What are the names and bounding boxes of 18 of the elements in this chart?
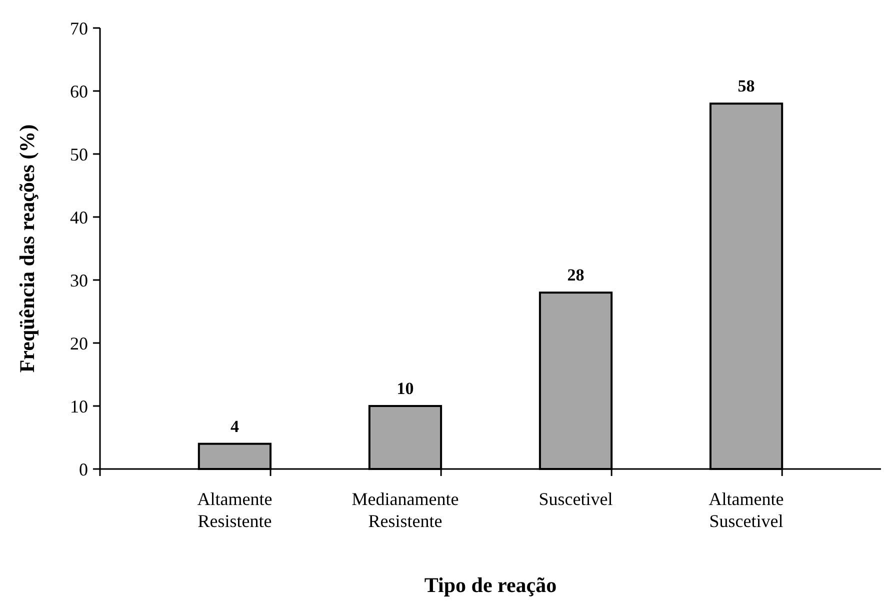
y-axis-title: Freqüência das reações (%): [15, 124, 39, 373]
y-tick-label: 60: [70, 81, 88, 102]
y-tick-label: 0: [79, 459, 88, 480]
y-tick-label: 10: [70, 396, 88, 416]
x-tick-label: Altamente Resistente: [197, 489, 272, 531]
data-label: 10: [396, 379, 414, 398]
x-tick-label: Suscetivel: [538, 489, 613, 509]
data-label: 4: [230, 416, 240, 436]
data-label: 58: [738, 76, 755, 96]
y-tick-label: 40: [70, 207, 88, 228]
x-tick-label: Medianamente Resistente: [352, 489, 459, 531]
x-axis-title: Tipo de reação: [424, 573, 557, 597]
y-tick-label: 30: [70, 270, 88, 290]
y-tick-label: 50: [70, 144, 88, 164]
x-tick-label: Altamente Suscetivel: [708, 489, 784, 531]
data-label: 28: [567, 266, 584, 285]
y-tick-label: 70: [70, 18, 88, 38]
y-tick-label: 20: [70, 333, 88, 354]
